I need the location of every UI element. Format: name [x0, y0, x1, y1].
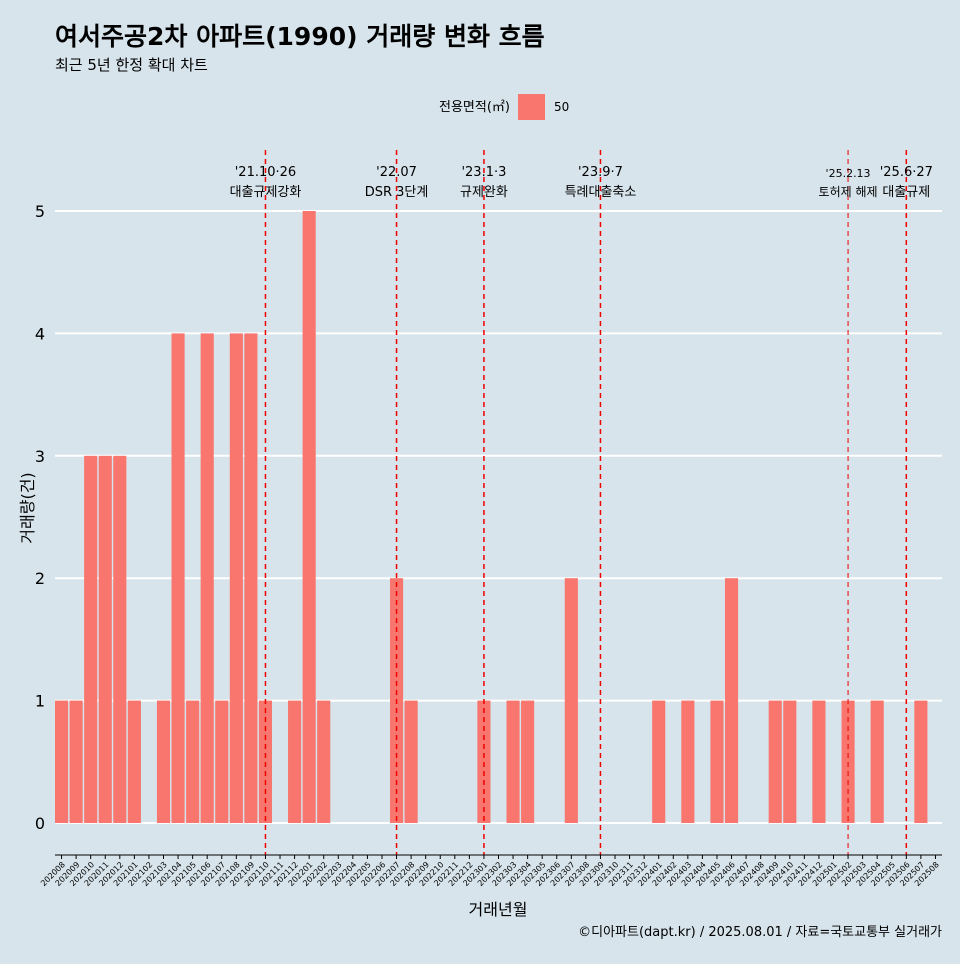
y-tick-label: 0 [35, 814, 45, 833]
y-tick-label: 2 [35, 569, 45, 588]
bar [914, 700, 928, 823]
bar [506, 700, 520, 823]
x-axis: 2020082020092020102020112020122021012021… [39, 854, 942, 888]
bar [69, 700, 83, 823]
bar [783, 700, 797, 823]
chart-caption: ©디아파트(dapt.kr) / 2025.08.01 / 자료=국토교통부 실… [578, 925, 942, 940]
bar [870, 700, 884, 823]
annotation-date: '25.2.13 [826, 167, 871, 180]
bar [156, 700, 171, 823]
bar [215, 700, 229, 823]
annotation-label: 대출규제 [882, 185, 930, 200]
y-tick-label: 5 [35, 202, 45, 221]
bar [317, 700, 331, 823]
y-tick-label: 1 [35, 692, 45, 711]
annotation-label: 특례대출축소 [565, 185, 637, 200]
bar [521, 700, 535, 823]
bar [477, 700, 491, 823]
annotation-date: '23.1·3 [461, 165, 506, 180]
annotations: '21.10·26 대출규제강화 '22.07 DSR 3단계 '23.1·3 규제완화 '… [230, 150, 933, 855]
annotation-label: 규제완화 [460, 185, 508, 200]
bar [564, 578, 578, 823]
bar [302, 211, 316, 823]
y-axis-title: 거래량(건) [18, 472, 37, 543]
annotation-date: '25.6·27 [880, 165, 933, 180]
bar [404, 700, 418, 823]
chart-title: 여서주공2차 아파트(1990) 거래량 변화 흐름 [55, 22, 545, 51]
bar [229, 333, 243, 823]
annotation-date: '22.07 [376, 165, 417, 180]
x-axis-title: 거래년월 [469, 900, 528, 919]
bar [186, 700, 200, 823]
bar [98, 455, 112, 823]
bar [812, 700, 826, 823]
bar [113, 455, 127, 823]
bar [724, 578, 739, 823]
annotation-date: '21.10·26 [235, 165, 296, 180]
bar [127, 700, 141, 823]
chart-subtitle: 최근 5년 한정 확대 차트 [55, 56, 208, 74]
y-tick-label: 3 [35, 447, 45, 466]
bar [55, 700, 69, 823]
bar [84, 455, 98, 823]
bar [652, 700, 666, 823]
bar [288, 700, 302, 823]
annotation-date: '23.9·7 [578, 165, 623, 180]
annotation-label: 대출규제강화 [230, 185, 302, 200]
bar [710, 700, 724, 823]
annotation-label: DSR 3단계 [365, 185, 429, 200]
bar [200, 333, 214, 823]
bar [681, 700, 695, 823]
bar [768, 700, 782, 823]
legend-swatch [518, 94, 545, 120]
bar [244, 333, 258, 823]
y-tick-label: 4 [35, 324, 45, 343]
legend: 전용면적(㎡) 50 [439, 94, 569, 120]
legend-title: 전용면적(㎡) [439, 100, 510, 115]
y-axis-ticks: 0 1 2 3 4 5 [35, 202, 45, 833]
bar [171, 333, 185, 823]
legend-item-label: 50 [554, 100, 569, 114]
bar [258, 700, 273, 823]
bar [841, 700, 855, 823]
bars [55, 211, 928, 823]
annotation-label: 토허제 해제 [819, 185, 878, 199]
